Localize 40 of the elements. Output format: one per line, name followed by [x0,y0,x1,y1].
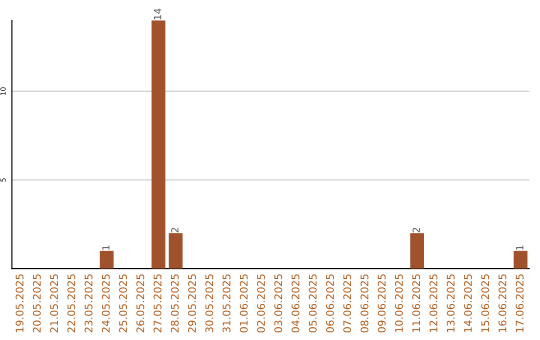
data-label: 1 [516,246,524,250]
x-tick-label: 09.06.2025 [378,274,386,332]
data-label: 1 [102,246,110,250]
bar [410,233,424,269]
x-tick-label: 23.05.2025 [84,274,92,332]
x-tick-label: 11.06.2025 [412,274,420,332]
x-tick-label: 27.05.2025 [154,274,162,332]
x-tick-label: 10.06.2025 [395,274,403,332]
data-label: 2 [171,228,178,232]
data-label: 2 [412,228,420,232]
x-tick-label: 16.06.2025 [498,274,506,332]
x-tick-label: 12.06.2025 [430,274,438,332]
bar [100,250,114,269]
x-tick-label: 31.05.2025 [222,274,230,332]
x-tick-label: 13.06.2025 [446,274,455,332]
data-label: 14 [154,8,162,20]
x-tick-label: 01.06.2025 [240,274,248,332]
x-tick-label: 28.05.2025 [170,274,179,332]
x-tick-label: 04.06.2025 [292,274,300,332]
x-tick-label: 20.05.2025 [32,274,41,332]
x-tick-label: 22.05.2025 [67,274,76,332]
x-tick-label: 14.06.2025 [464,274,472,332]
bar [152,20,166,269]
x-tick-label: 24.05.2025 [102,274,110,332]
x-tick-label: 17.06.2025 [516,274,524,332]
x-tick-label: 15.06.2025 [481,274,490,332]
x-tick-label: 26.05.2025 [136,274,144,332]
x-tick-label: 21.05.2025 [50,274,58,332]
x-tick-label: 02.06.2025 [257,274,265,332]
x-tick-label: 30.05.2025 [205,274,214,332]
x-tick-label: 05.06.2025 [308,274,317,332]
x-tick-label: 07.06.2025 [343,274,352,332]
x-tick-label: 03.06.2025 [274,274,282,332]
x-tick-label: 06.06.2025 [326,274,334,332]
x-tick-label: 19.05.2025 [16,274,24,332]
x-tick-label: 08.06.2025 [360,274,368,332]
x-tick-label: 29.05.2025 [188,274,196,332]
bar [168,233,183,269]
bar [514,250,528,269]
x-tick-label: 25.05.2025 [119,274,127,332]
